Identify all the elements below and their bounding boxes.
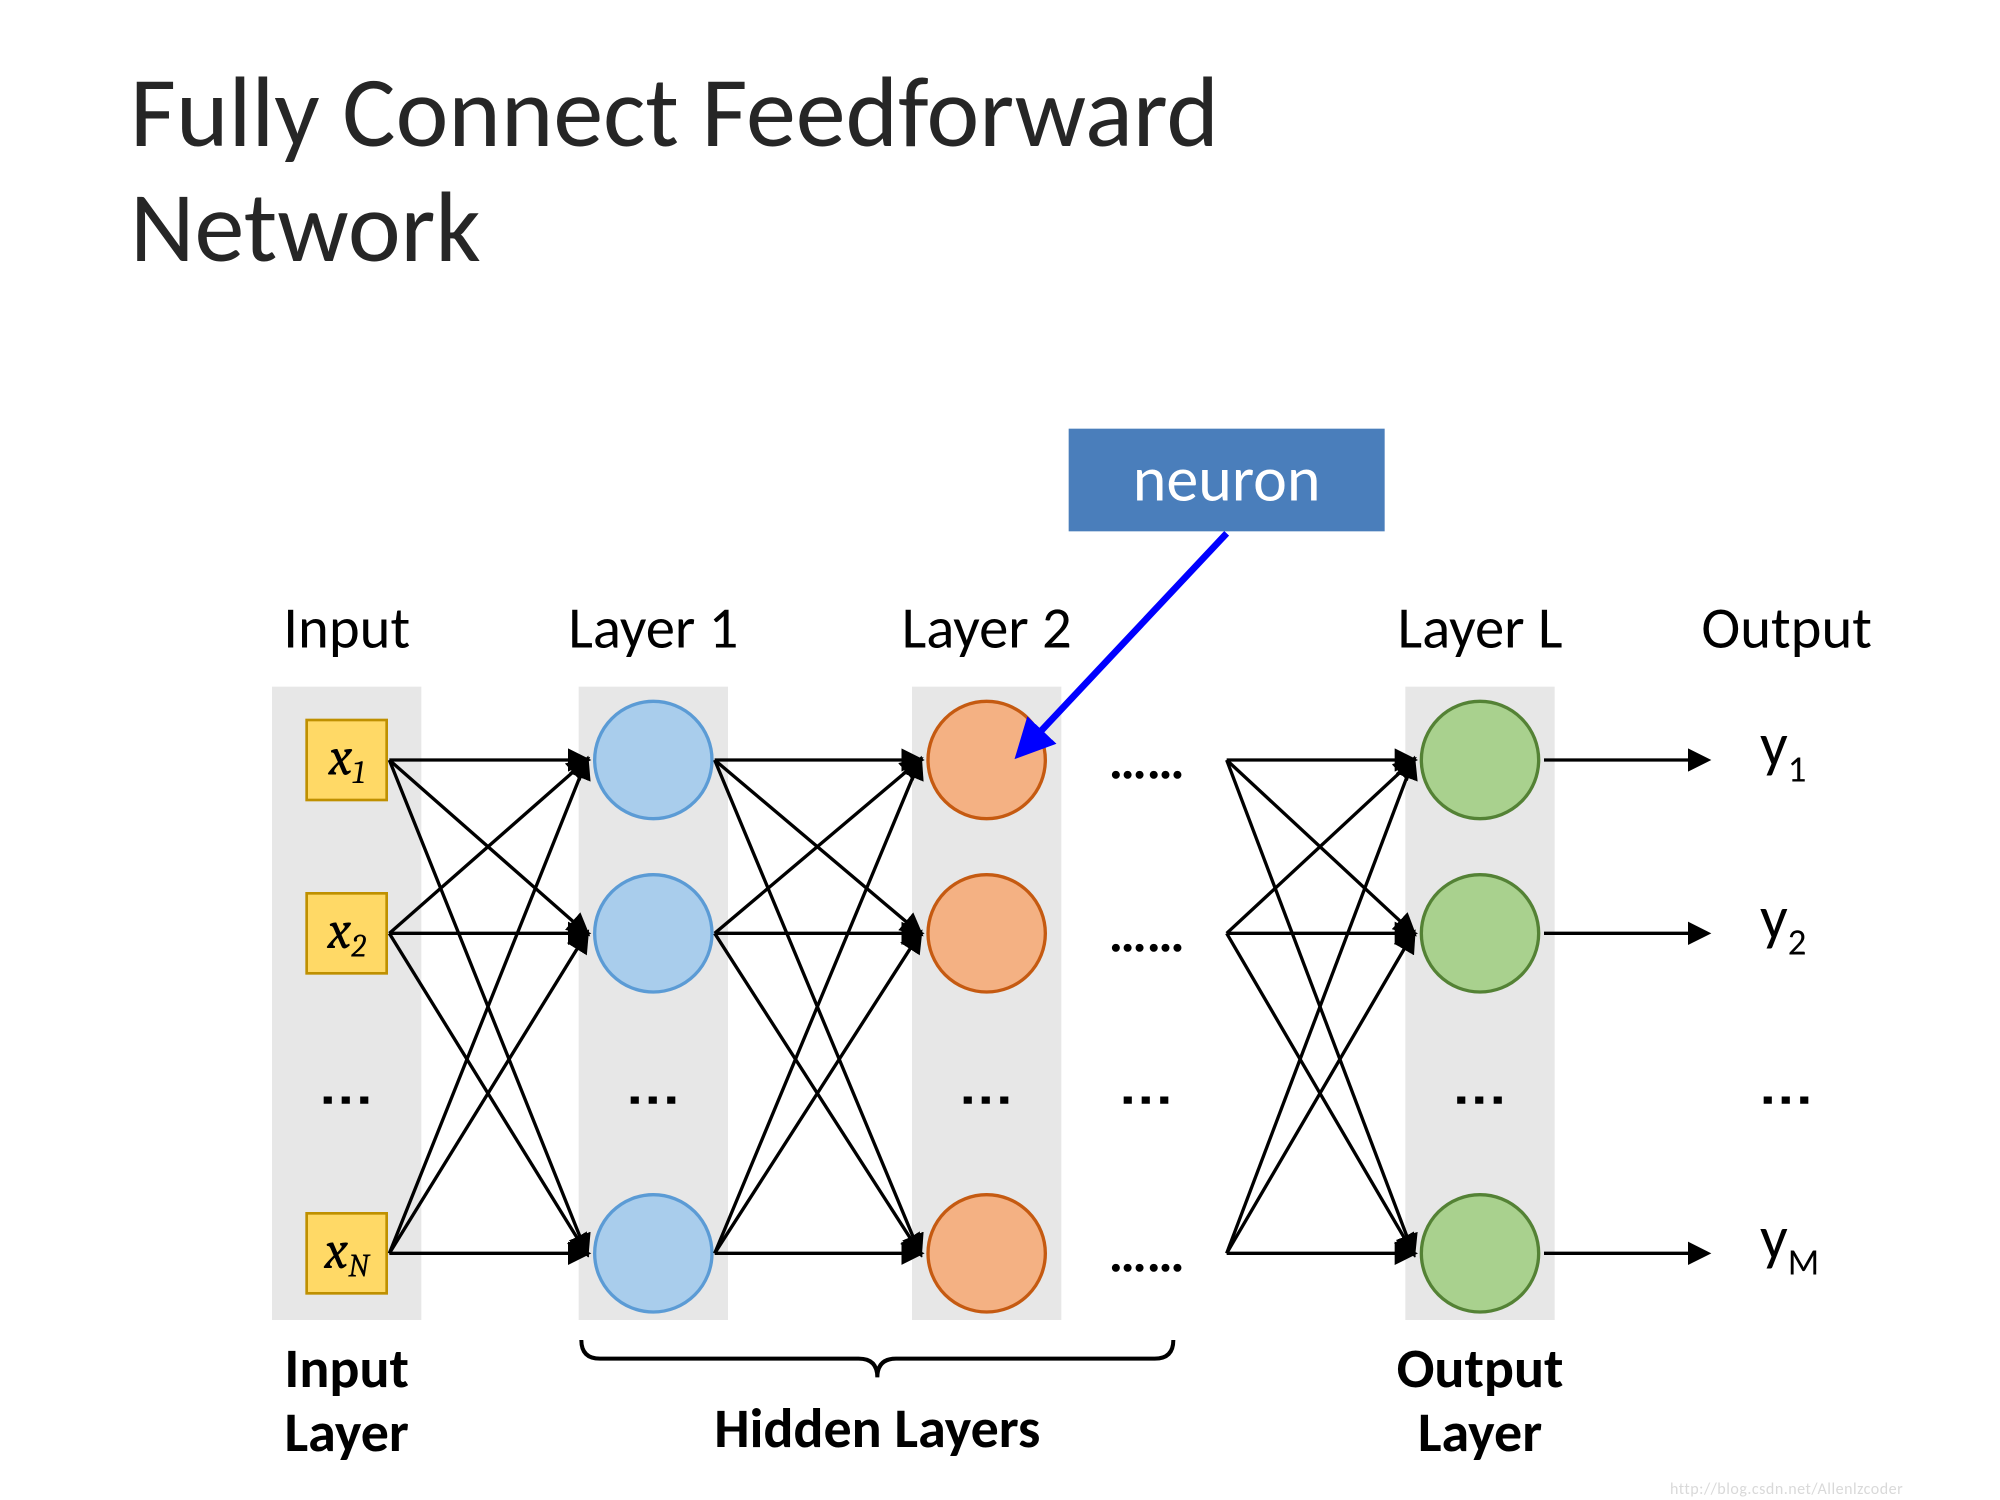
- layer-header-layer1: Layer 1: [568, 591, 738, 663]
- neuron-layer1: [595, 875, 712, 992]
- vdots: ⋮: [314, 1073, 379, 1126]
- neuron-layerL: [1421, 1195, 1538, 1312]
- neuron-layer2: [928, 875, 1045, 992]
- diagram-stage: Fully Connect Feedforward Network Inputx…: [0, 0, 2000, 1500]
- layer-header-layerL: Layer L: [1397, 591, 1562, 663]
- bottom-label-output: Output: [1397, 1335, 1564, 1403]
- layer-header-layer2: Layer 2: [902, 591, 1072, 663]
- neuron-layer2: [928, 1195, 1045, 1312]
- bottom-label-input: Layer: [285, 1399, 409, 1467]
- bottom-label-output: Layer: [1418, 1399, 1542, 1467]
- network-svg: Inputx1x2xN⋮InputLayerLayer 1⋮Layer 2⋮La…: [0, 0, 2000, 1500]
- hdots: ……: [1109, 902, 1185, 967]
- hidden-layers-label: Hidden Layers: [714, 1395, 1040, 1463]
- bottom-label-input: Input: [284, 1335, 408, 1403]
- neuron-layer1: [595, 701, 712, 818]
- vdots: ⋮: [954, 1073, 1019, 1126]
- vdots: ⋮: [621, 1073, 686, 1126]
- neuron-callout-label: neuron: [1133, 441, 1321, 519]
- vdots: ⋮: [1114, 1073, 1179, 1126]
- hdots: ……: [1109, 1222, 1185, 1287]
- neuron-layerL: [1421, 875, 1538, 992]
- vdots: ⋮: [1448, 1073, 1513, 1126]
- layer-header-input: Input: [283, 591, 410, 663]
- hidden-brace: [581, 1340, 1173, 1377]
- neuron-layer1: [595, 1195, 712, 1312]
- layer-header-output: Output: [1701, 591, 1872, 663]
- watermark: http://blog.csdn.net/Allenlzcoder: [1670, 1480, 1903, 1499]
- hdots: ……: [1109, 728, 1185, 793]
- output-label: yM: [1760, 1202, 1819, 1285]
- vdots: ⋮: [1754, 1073, 1819, 1126]
- neuron-layerL: [1421, 701, 1538, 818]
- output-label: y2: [1760, 882, 1806, 965]
- neuron-layer2: [928, 701, 1045, 818]
- output-label: y1: [1760, 708, 1806, 791]
